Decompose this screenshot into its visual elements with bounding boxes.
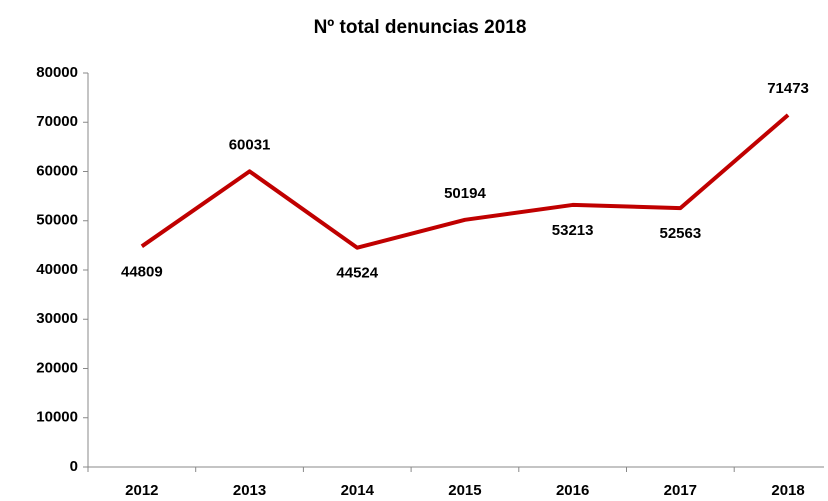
y-tick-label: 70000 bbox=[36, 113, 78, 130]
x-tick-label: 2014 bbox=[341, 482, 375, 499]
data-line bbox=[140, 113, 790, 250]
y-tick-label: 0 bbox=[70, 458, 78, 475]
y-tick-label: 40000 bbox=[36, 261, 78, 278]
y-tick-label: 30000 bbox=[36, 310, 78, 327]
data-label: 52563 bbox=[659, 225, 701, 242]
data-label: 53213 bbox=[552, 222, 594, 239]
y-tick-label: 10000 bbox=[36, 409, 78, 426]
data-label: 44524 bbox=[336, 265, 378, 282]
data-label: 71473 bbox=[767, 80, 809, 97]
y-tick-label: 80000 bbox=[36, 64, 78, 81]
x-tick-label: 2017 bbox=[664, 482, 697, 499]
x-tick-label: 2018 bbox=[771, 482, 804, 499]
chart-title: Nº total denuncias 2018 bbox=[314, 17, 527, 38]
x-tick-label: 2013 bbox=[233, 482, 266, 499]
y-tick-label: 60000 bbox=[36, 162, 78, 179]
data-label: 60031 bbox=[229, 136, 271, 153]
data-label: 44809 bbox=[121, 263, 163, 280]
x-tick-label: 2012 bbox=[125, 482, 158, 499]
x-tick-label: 2016 bbox=[556, 482, 589, 499]
x-tick-label: 2015 bbox=[448, 482, 481, 499]
y-tick-label: 50000 bbox=[36, 212, 78, 229]
data-label: 50194 bbox=[444, 185, 486, 202]
y-tick-label: 20000 bbox=[36, 359, 78, 376]
